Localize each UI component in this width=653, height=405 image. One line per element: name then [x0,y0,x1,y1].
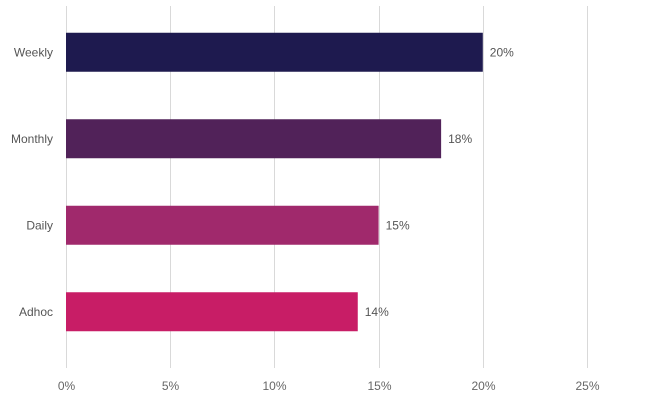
x-tick-label-20: 20% [471,379,495,393]
x-tick-label-5: 5% [162,379,180,393]
category-label-monthly: Monthly [11,132,53,146]
bar-daily [66,205,379,245]
x-tick-label-25: 25% [575,379,599,393]
category-labels: Weekly Monthly Daily Adhoc [11,45,53,319]
bar-weekly [66,32,483,72]
data-label-daily: 15% [386,218,410,232]
bars [66,32,483,332]
x-tick-label-15: 15% [367,379,391,393]
x-axis-ticks: 0% 5% 10% 15% 20% 25% [58,379,600,393]
data-labels: 20% 18% 15% 14% [365,45,514,319]
data-label-weekly: 20% [490,45,514,59]
bar-monthly [66,119,442,159]
x-tick-label-0: 0% [58,379,76,393]
category-label-adhoc: Adhoc [19,305,53,319]
x-tick-label-10: 10% [262,379,286,393]
category-label-daily: Daily [26,218,53,232]
data-label-monthly: 18% [448,132,472,146]
category-label-weekly: Weekly [14,45,53,59]
data-label-adhoc: 14% [365,305,389,319]
bar-adhoc [66,292,358,332]
